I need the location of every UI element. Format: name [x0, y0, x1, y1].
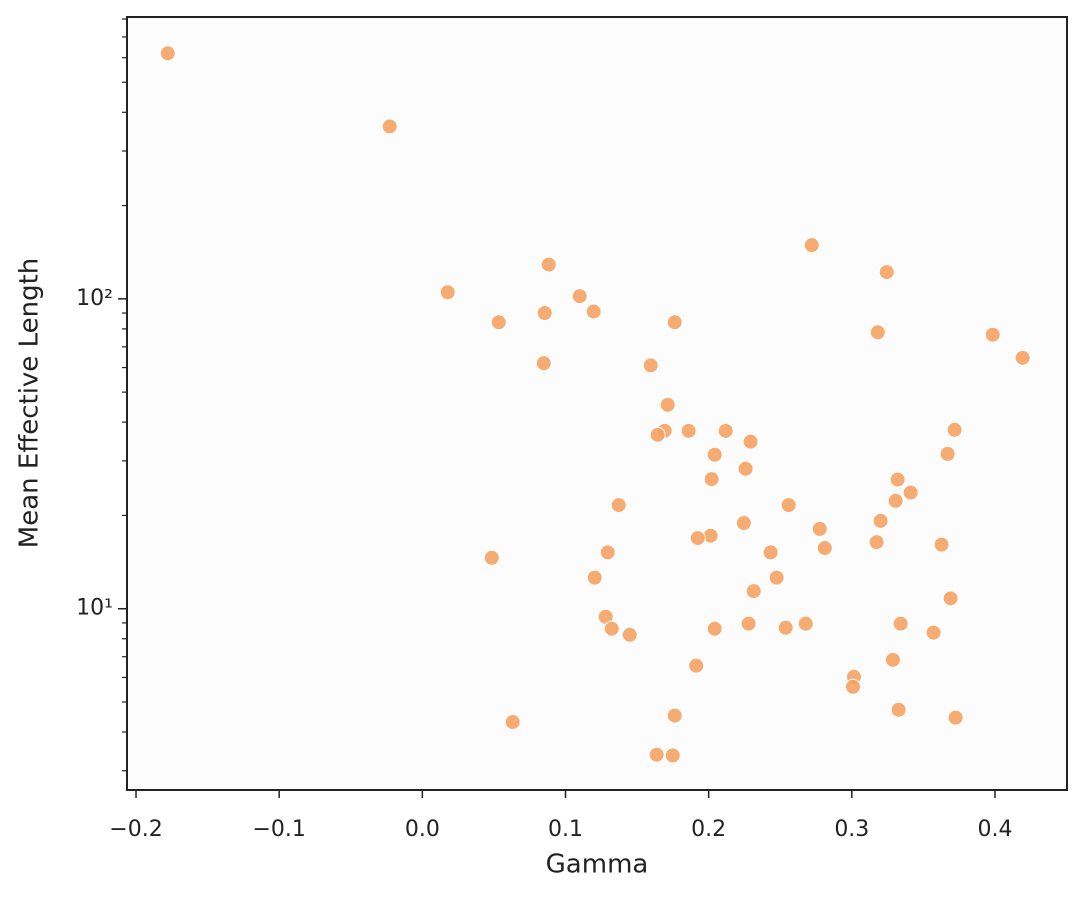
point: [642, 357, 659, 374]
x-tick-label: 0.4: [977, 817, 1012, 842]
point: [742, 433, 759, 450]
point: [780, 497, 797, 514]
point: [745, 583, 762, 600]
point: [811, 520, 828, 537]
point: [585, 303, 602, 320]
point: [649, 426, 666, 443]
point: [648, 746, 665, 763]
point: [540, 256, 557, 273]
point: [439, 284, 456, 301]
point: [381, 118, 398, 135]
point: [735, 515, 752, 532]
point: [610, 497, 627, 514]
x-tick-label: −0.1: [252, 817, 305, 842]
point: [159, 45, 176, 62]
plot-background: [127, 17, 1067, 790]
point: [490, 314, 507, 331]
point: [942, 590, 959, 607]
point: [621, 626, 638, 643]
point: [666, 314, 683, 331]
point: [768, 569, 785, 586]
point: [762, 544, 779, 561]
x-axis-title: Gamma: [546, 850, 649, 880]
point: [869, 324, 886, 341]
point: [483, 549, 500, 566]
point: [872, 512, 889, 529]
point: [535, 355, 552, 372]
point: [797, 615, 814, 632]
point: [947, 709, 964, 726]
point: [889, 471, 906, 488]
point: [737, 460, 754, 477]
point: [816, 540, 833, 557]
point: [666, 707, 683, 724]
x-tick-label: 0.1: [548, 817, 583, 842]
point: [536, 305, 553, 322]
point: [688, 657, 705, 674]
point: [939, 445, 956, 462]
point: [571, 288, 588, 305]
point: [902, 484, 919, 501]
point: [703, 471, 720, 488]
point: [504, 713, 521, 730]
point: [1014, 349, 1031, 366]
point: [706, 620, 723, 637]
point: [680, 422, 697, 439]
point: [586, 569, 603, 586]
point: [984, 326, 1001, 343]
point: [717, 422, 734, 439]
point: [884, 651, 901, 668]
point: [890, 701, 907, 718]
point: [599, 544, 616, 561]
point: [803, 237, 820, 254]
point: [946, 421, 963, 438]
x-tick-label: 0.2: [691, 817, 726, 842]
point: [777, 619, 794, 636]
y-axis-title: Mean Effective Length: [15, 258, 45, 548]
point: [933, 536, 950, 553]
point: [706, 446, 723, 463]
x-tick-label: 0.0: [405, 817, 440, 842]
point: [659, 396, 676, 413]
point: [868, 534, 885, 551]
point: [925, 624, 942, 641]
point: [664, 747, 681, 764]
point: [878, 264, 895, 281]
point: [844, 678, 861, 695]
x-tick-label: 0.3: [834, 817, 869, 842]
point: [603, 620, 620, 637]
point: [740, 615, 757, 632]
y-tick-label: 10²: [76, 286, 113, 311]
x-tick-label: −0.2: [109, 817, 162, 842]
point: [689, 530, 706, 547]
point: [887, 492, 904, 509]
point: [892, 615, 909, 632]
y-tick-label: 10¹: [76, 596, 113, 621]
plot-frame: [126, 16, 1068, 791]
